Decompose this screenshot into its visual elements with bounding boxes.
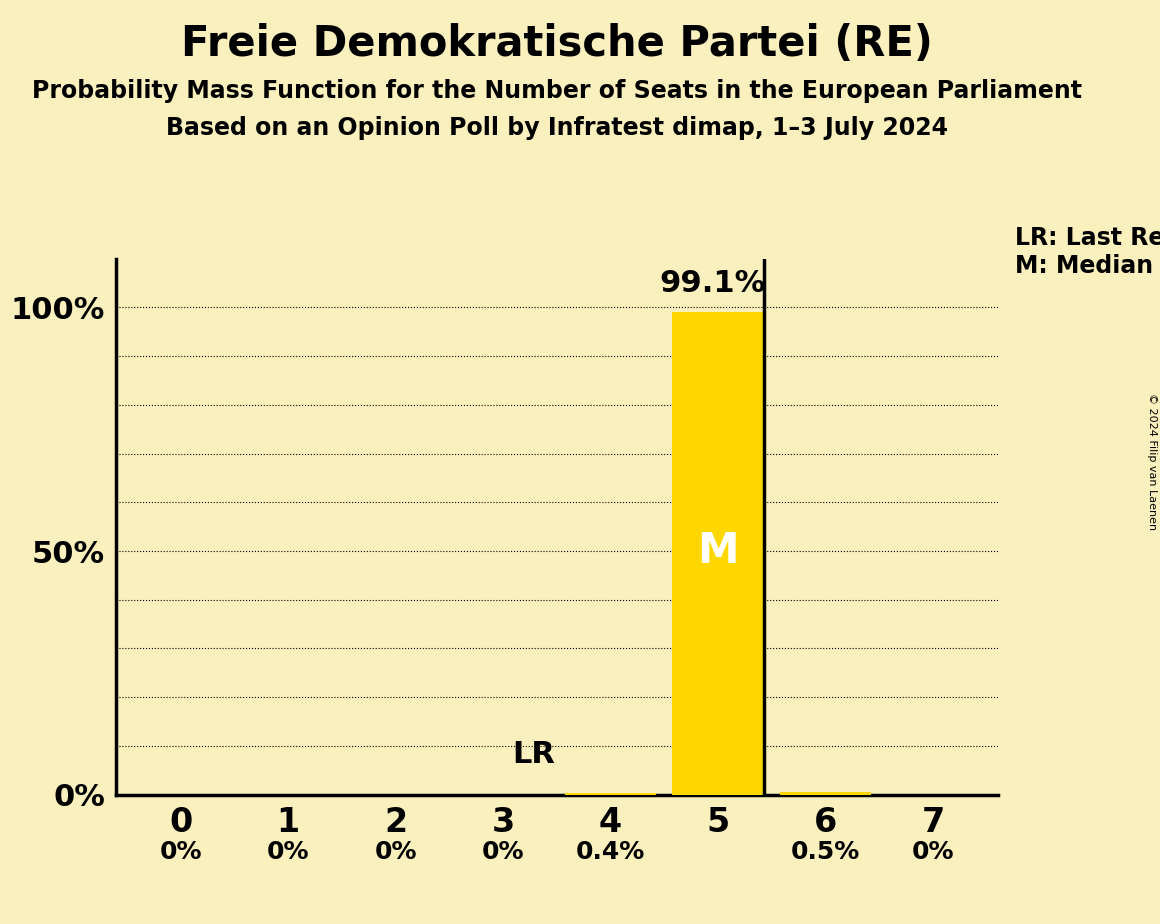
Text: 0%: 0% (375, 840, 416, 864)
Text: M: M (697, 530, 739, 572)
Text: 0%: 0% (267, 840, 310, 864)
Text: M: Median: M: Median (1015, 254, 1153, 278)
Text: 0.5%: 0.5% (791, 840, 861, 864)
Bar (673, 311, 763, 795)
Bar (565, 793, 657, 795)
Text: 0%: 0% (912, 840, 955, 864)
Text: © 2024 Filip van Laenen: © 2024 Filip van Laenen (1147, 394, 1157, 530)
Text: 0%: 0% (481, 840, 524, 864)
Text: 99.1%: 99.1% (660, 269, 766, 298)
Bar (780, 792, 871, 795)
Text: LR: Last Result: LR: Last Result (1015, 226, 1160, 250)
Text: 0%: 0% (159, 840, 202, 864)
Text: Probability Mass Function for the Number of Seats in the European Parliament: Probability Mass Function for the Number… (31, 79, 1082, 103)
Text: Based on an Opinion Poll by Infratest dimap, 1–3 July 2024: Based on an Opinion Poll by Infratest di… (166, 116, 948, 140)
Text: Freie Demokratische Partei (RE): Freie Demokratische Partei (RE) (181, 23, 933, 65)
Text: LR: LR (513, 740, 556, 769)
Text: 0.4%: 0.4% (575, 840, 645, 864)
